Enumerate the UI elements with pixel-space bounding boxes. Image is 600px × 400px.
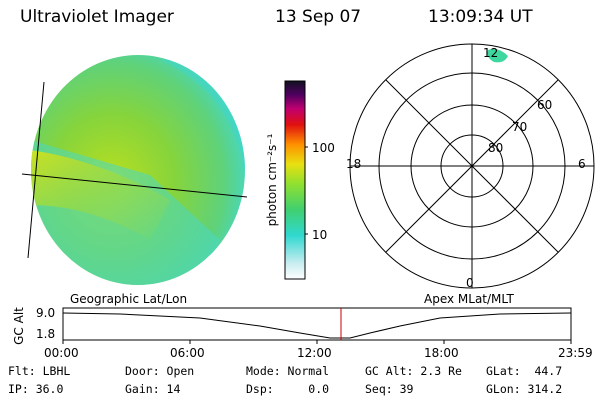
mlt-label-6: 6 [578,157,586,171]
parallel-line [21,173,248,198]
timeline-ytick-bottom: 1.8 [36,327,56,341]
status-glon: GLon: 314.2 [486,382,563,396]
time-readout: 13:09:34 UT [428,7,533,27]
status-mode: Mode: Normal [246,364,330,378]
colorbar [284,80,308,280]
timeline-left-label: Geographic Lat/Lon [70,292,188,306]
mlt-label-18: 18 [346,157,362,171]
lat-label-60: 60 [537,98,553,112]
status-door: Door: Open [125,364,195,378]
lat-label-70: 70 [512,120,528,134]
status-ip: IP: 36.0 [8,382,64,396]
timeline-right-label: Apex MLat/MLT [424,292,514,306]
app-title: Ultraviolet Imager [20,7,174,27]
mlt-label-0: 0 [466,276,474,290]
status-seq: Seq: 39 [365,382,414,396]
meridian-line [27,81,45,259]
status-dsp: Dsp: 0.0 [246,382,330,396]
timeline-ytick-top: 9.0 [36,306,56,320]
colorbar-tick-10: 10 [312,228,328,242]
colorbar-tick-100: 100 [312,141,335,155]
status-gain: Gain: 14 [125,382,181,396]
timeline-xtick-2359: 23:59 [558,346,593,360]
timeline-xtick-1200: 12:00 [297,346,332,360]
status-gc-alt: GC Alt: 2.3 Re [365,364,462,378]
timeline-xtick-1800: 18:00 [424,346,459,360]
status-glat: GLat: 44.7 [486,364,563,378]
aurora-patch [487,48,508,63]
timeline-xtick-0000: 00:00 [44,346,79,360]
date-readout: 13 Sep 07 [275,7,362,27]
status-filter: Flt: LBHL [8,364,71,378]
timeline-xtick-0600: 06:00 [170,346,205,360]
lat-label-80: 80 [488,141,504,155]
mlt-label-12: 12 [483,46,499,60]
